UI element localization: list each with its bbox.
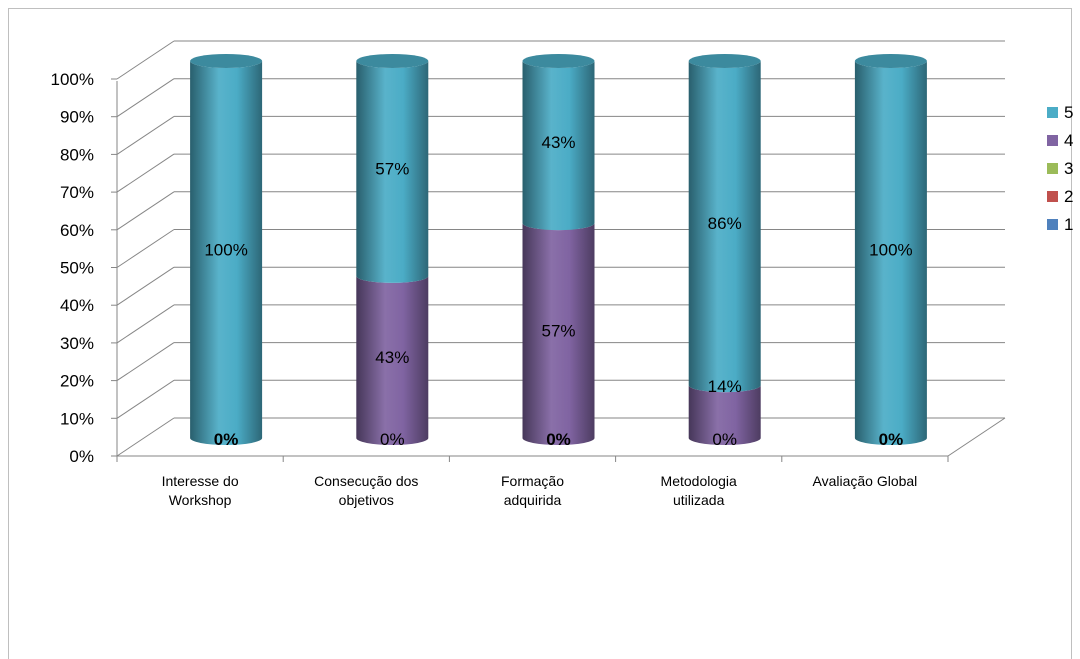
floor-right-edge xyxy=(947,417,1006,457)
data-label: 0% xyxy=(712,430,737,449)
side-wall-gridline xyxy=(116,191,175,231)
cylinder-segment-series-5 xyxy=(688,61,761,393)
cylinder-top-cap-series-5 xyxy=(522,54,595,68)
legend-swatch-1 xyxy=(1047,219,1058,230)
category-label-line: Avaliação Global xyxy=(812,473,917,489)
cylinder-segment-series-5 xyxy=(190,61,263,445)
legend-label-1: 1 xyxy=(1064,215,1073,234)
data-label: 43% xyxy=(541,133,575,152)
category-label-line: Interesse do xyxy=(162,473,239,489)
cylinder-top-cap-series-5 xyxy=(190,54,263,68)
category-label-line: Metodologia xyxy=(661,473,737,489)
y-tick-label: 70% xyxy=(60,183,94,202)
category-label-line: Workshop xyxy=(169,492,232,508)
category-label-line: adquirida xyxy=(504,492,562,508)
legend-swatch-5 xyxy=(1047,107,1058,118)
cylinder-segment-series-5 xyxy=(854,61,927,445)
category-label: Avaliação Global xyxy=(812,473,917,489)
data-label: 0% xyxy=(214,430,239,449)
y-tick-label: 60% xyxy=(60,221,94,240)
cylinder-top-cap-series-5 xyxy=(356,54,429,68)
legend-label-2: 2 xyxy=(1064,187,1073,206)
data-label: 0% xyxy=(879,430,904,449)
cylinder-segment-series-4 xyxy=(356,275,429,445)
side-wall-gridline xyxy=(116,304,175,344)
data-label: 57% xyxy=(541,322,575,341)
legend-swatch-3 xyxy=(1047,163,1058,174)
data-label: 0% xyxy=(380,430,405,449)
y-tick-label: 50% xyxy=(60,259,94,278)
y-tick-label: 0% xyxy=(69,447,94,466)
cylinder-segment-series-5 xyxy=(522,61,595,231)
legend-label-5: 5 xyxy=(1064,103,1073,122)
category-label-line: Formação xyxy=(501,473,564,489)
side-wall-gridline xyxy=(116,229,175,268)
y-tick-label: 90% xyxy=(60,108,94,127)
data-label: 14% xyxy=(708,377,742,396)
side-wall-gridline xyxy=(116,417,175,457)
category-label-line: objetivos xyxy=(339,492,394,508)
y-tick-label: 10% xyxy=(60,409,94,428)
data-label: 100% xyxy=(869,241,912,260)
cylinder-segment-series-4 xyxy=(688,385,761,445)
data-label: 0% xyxy=(546,430,571,449)
side-wall-gridline xyxy=(116,78,175,118)
y-tick-label: 20% xyxy=(60,372,94,391)
data-label: 86% xyxy=(708,214,742,233)
category-label: Metodologia utilizada xyxy=(661,473,737,508)
legend-swatch-4 xyxy=(1047,135,1058,146)
side-wall-gridline xyxy=(116,379,175,419)
category-label-line: utilizada xyxy=(673,492,725,508)
cylinder-top-cap-series-5 xyxy=(854,54,927,68)
cylinder-top-cap-series-5 xyxy=(688,54,761,68)
data-label: 57% xyxy=(375,159,409,178)
side-wall-gridline xyxy=(116,153,175,193)
cylinder-segment-series-4 xyxy=(522,223,595,445)
category-label: Formação adquirida xyxy=(501,473,564,508)
cylinder-segment-series-5 xyxy=(356,61,429,283)
category-label-line: Consecução dos xyxy=(314,473,418,489)
y-tick-label: 80% xyxy=(60,145,94,164)
side-wall-gridline xyxy=(116,266,175,306)
y-tick-label: 30% xyxy=(60,334,94,353)
category-label: Interesse do Workshop xyxy=(162,473,239,508)
data-label: 100% xyxy=(204,241,247,260)
side-wall-gridline xyxy=(116,40,175,80)
legend-label-4: 4 xyxy=(1064,131,1073,150)
side-wall-gridline xyxy=(116,115,175,155)
legend-label-3: 3 xyxy=(1064,159,1073,178)
y-tick-label: 40% xyxy=(60,296,94,315)
legend-swatch-2 xyxy=(1047,191,1058,202)
category-label: Consecução dos objetivos xyxy=(314,473,418,508)
y-tick-label: 100% xyxy=(51,70,94,89)
data-label: 43% xyxy=(375,348,409,367)
side-wall-gridline xyxy=(116,342,175,382)
